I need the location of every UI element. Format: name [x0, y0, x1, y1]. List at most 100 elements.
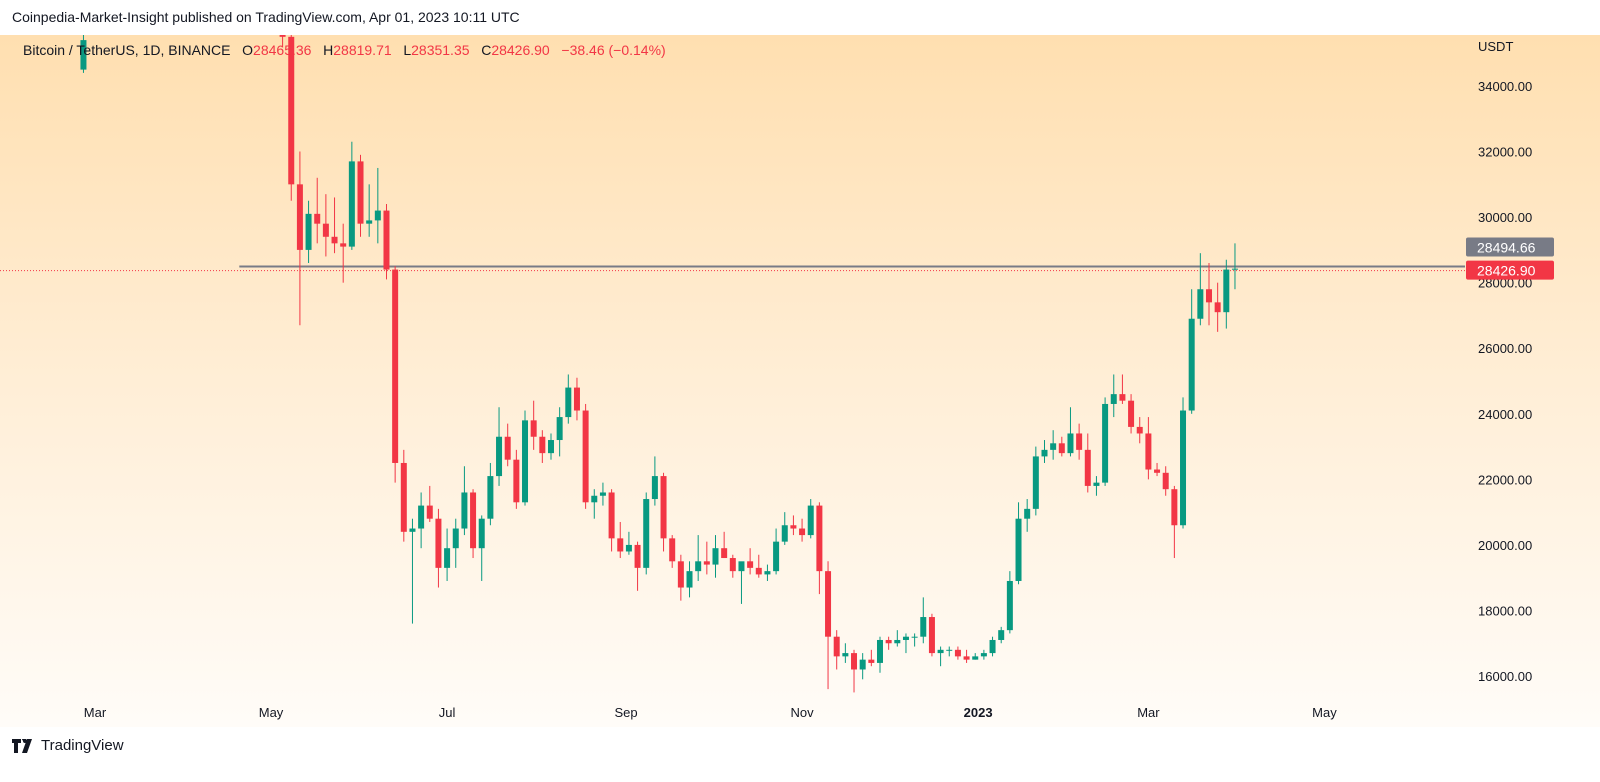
x-tick-label: Nov	[791, 705, 815, 720]
candle-body	[547, 440, 554, 454]
open-label: O	[242, 42, 254, 58]
symbol-label: Bitcoin / TetherUS, 1D, BINANCE	[23, 42, 231, 58]
y-tick-label: 34000.00	[1478, 79, 1532, 94]
candle-body	[712, 548, 719, 565]
candle-body	[876, 639, 883, 663]
candle-body	[556, 417, 563, 441]
candle-body	[608, 492, 615, 539]
candle-body	[409, 528, 416, 532]
candle-body	[591, 495, 598, 503]
candle-body	[686, 571, 693, 588]
candle-body	[331, 236, 338, 244]
candle-body	[539, 436, 546, 454]
y-tick-label: 18000.00	[1478, 603, 1532, 618]
tradingview-logo-icon	[12, 738, 32, 753]
last-price-label: 28426.90	[1477, 263, 1536, 279]
candle-body	[842, 653, 849, 657]
candle-body	[928, 617, 935, 654]
candle-body	[599, 492, 606, 496]
chart-area[interactable]	[0, 35, 1600, 727]
y-tick-label: 26000.00	[1478, 341, 1532, 356]
candle-body	[937, 649, 944, 654]
candle-body	[721, 548, 728, 559]
candle-body	[920, 617, 927, 637]
candle-body	[1084, 449, 1091, 486]
candle-body	[695, 561, 702, 572]
low-value: 28351.35	[411, 42, 470, 58]
candle-body	[392, 269, 399, 463]
candle-body	[1180, 410, 1187, 526]
candle-body	[522, 420, 529, 503]
candle-body	[669, 538, 676, 562]
x-tick-label: Mar	[84, 705, 107, 720]
candle-body	[573, 387, 580, 411]
candle-body	[781, 525, 788, 542]
candle-body	[764, 571, 771, 575]
candle-body	[851, 653, 858, 670]
candle-body	[946, 649, 953, 651]
candle-body	[1006, 580, 1013, 631]
low-label: L	[403, 42, 412, 58]
candle-body	[790, 525, 797, 529]
candle-body	[1024, 508, 1031, 519]
candle-body	[340, 243, 347, 247]
x-tick-label: May	[1312, 705, 1337, 720]
candle-body	[617, 538, 624, 552]
candle-body	[825, 571, 832, 637]
candle-body	[80, 40, 87, 70]
candle-body	[478, 518, 485, 549]
candle-body	[322, 223, 329, 237]
horizontal-line-price-label: 28494.66	[1477, 239, 1536, 255]
candle-body	[530, 420, 537, 437]
candle-body	[980, 653, 987, 657]
candle-body	[470, 492, 477, 549]
candle-body	[1136, 426, 1143, 434]
candle-body	[1041, 449, 1048, 457]
y-tick-label: 30000.00	[1478, 210, 1532, 225]
close-value: 28426.90	[491, 42, 550, 58]
candle-body	[366, 220, 373, 224]
x-tick-label: Sep	[614, 705, 637, 720]
candle-body	[1128, 400, 1135, 427]
candle-body	[418, 505, 425, 529]
candle-body	[1171, 489, 1178, 526]
candle-body	[296, 184, 303, 250]
candle-body	[1093, 482, 1100, 486]
y-tick-label: 32000.00	[1478, 145, 1532, 160]
candle-body	[314, 213, 321, 224]
brand-name: TradingView	[41, 737, 124, 754]
candle-body	[773, 541, 780, 572]
candle-body	[1076, 433, 1083, 450]
candle-body	[1154, 469, 1161, 473]
candle-body	[426, 505, 433, 519]
ohlc-legend: Bitcoin / TetherUS, 1D, BINANCE O28465.3…	[23, 42, 666, 58]
x-tick-label: Mar	[1137, 705, 1160, 720]
candle-body	[868, 659, 875, 663]
candle-body	[816, 505, 823, 572]
candle-body	[279, 35, 286, 37]
horizontal-line-price-badge	[1466, 237, 1554, 257]
candle-body	[1102, 403, 1109, 483]
candle-body	[305, 213, 312, 250]
close-label: C	[481, 42, 492, 58]
candle-body	[1205, 289, 1212, 303]
published-caption: Coinpedia-Market-Insight published on Tr…	[12, 9, 520, 25]
high-value: 28819.71	[333, 42, 392, 58]
candle-body	[885, 639, 892, 644]
candle-body	[1110, 394, 1117, 404]
candle-body	[729, 558, 736, 572]
candle-body	[1050, 443, 1057, 450]
candle-body	[513, 459, 520, 503]
candle-body	[1197, 289, 1204, 319]
candle-body	[660, 476, 667, 539]
x-tick-label: May	[259, 705, 284, 720]
candle-body	[989, 639, 996, 654]
candle-body	[747, 561, 754, 568]
candle-body	[383, 210, 390, 270]
y-tick-label: 16000.00	[1478, 669, 1532, 684]
candle-body	[288, 36, 295, 185]
candle-body	[634, 544, 641, 568]
candle-body	[400, 462, 407, 532]
candle-body	[452, 528, 459, 549]
